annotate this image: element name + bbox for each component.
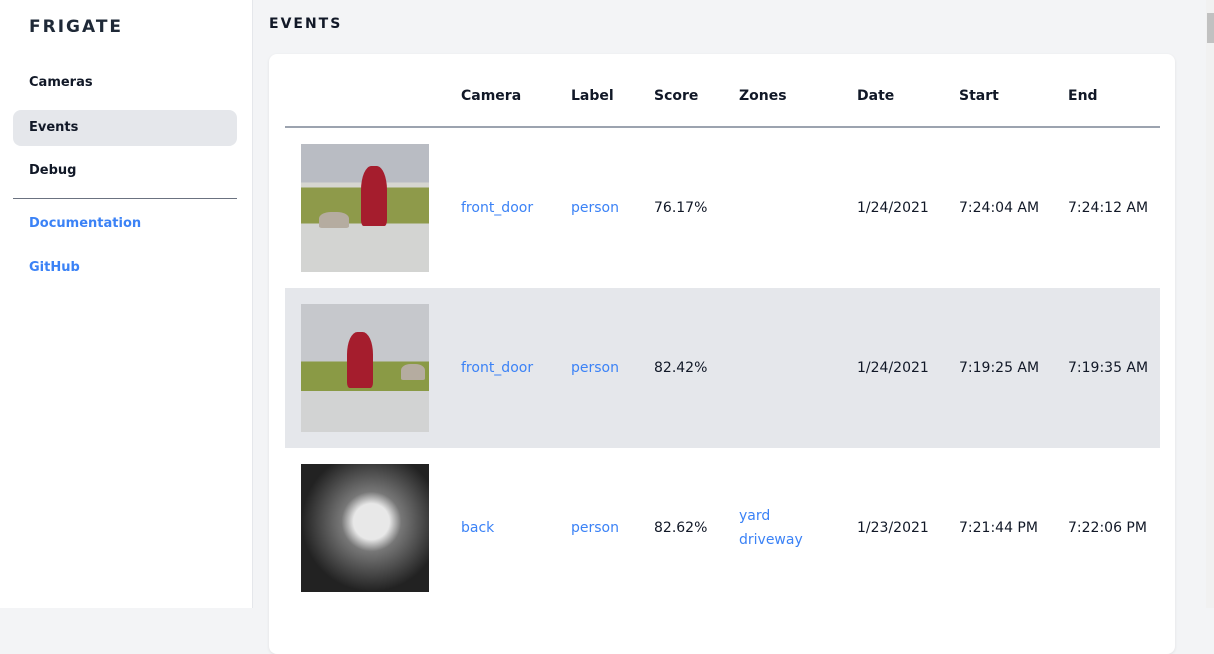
table-row[interactable]: front_door person 76.17% 1/24/2021 7:24:…	[285, 128, 1160, 288]
header-label: Label	[571, 88, 614, 104]
date: 1/23/2021	[857, 520, 929, 536]
event-thumbnail[interactable]	[301, 464, 429, 592]
page-title: EVENTS	[269, 16, 343, 32]
date: 1/24/2021	[857, 200, 929, 216]
sidebar-divider	[13, 198, 237, 199]
score: 76.17%	[654, 200, 708, 216]
end-time: 7:24:12 AM	[1068, 200, 1149, 216]
sidebar-item-debug[interactable]: Debug	[29, 163, 77, 178]
zone-link-driveway[interactable]: driveway	[739, 532, 803, 548]
header-end: End	[1068, 88, 1098, 104]
header-score: Score	[654, 88, 699, 104]
table-row[interactable]: back person 82.62% yard driveway 1/23/20…	[285, 448, 1160, 608]
label-link[interactable]: person	[571, 360, 619, 376]
table-row[interactable]: front_door person 82.42% 1/24/2021 7:19:…	[285, 288, 1160, 448]
link-github[interactable]: GitHub	[29, 260, 80, 275]
start-time: 7:19:25 AM	[959, 360, 1040, 376]
event-thumbnail[interactable]	[301, 304, 429, 432]
header-date: Date	[857, 88, 895, 104]
brand-logo[interactable]: FRIGATE	[29, 17, 124, 37]
end-time: 7:22:06 PM	[1068, 520, 1147, 536]
camera-link[interactable]: back	[461, 520, 495, 536]
link-documentation[interactable]: Documentation	[29, 216, 142, 231]
scrollbar-thumb[interactable]	[1207, 13, 1214, 43]
start-time: 7:21:44 PM	[959, 520, 1038, 536]
sidebar-item-events[interactable]: Events	[13, 110, 237, 146]
date: 1/24/2021	[857, 360, 929, 376]
zone-link-yard[interactable]: yard	[739, 508, 771, 524]
score: 82.62%	[654, 520, 708, 536]
header-divider	[285, 126, 1160, 128]
end-time: 7:19:35 AM	[1068, 360, 1149, 376]
header-zones: Zones	[739, 88, 787, 104]
label-link[interactable]: person	[571, 520, 619, 536]
sidebar-item-cameras[interactable]: Cameras	[29, 75, 93, 90]
header-camera: Camera	[461, 88, 522, 104]
sidebar: FRIGATE Cameras Events Debug Documentati…	[0, 0, 253, 608]
scrollbar[interactable]	[1206, 0, 1214, 608]
event-thumbnail[interactable]	[301, 144, 429, 272]
header-start: Start	[959, 88, 999, 104]
label-link[interactable]: person	[571, 200, 619, 216]
start-time: 7:24:04 AM	[959, 200, 1040, 216]
camera-link[interactable]: front_door	[461, 200, 534, 216]
score: 82.42%	[654, 360, 708, 376]
camera-link[interactable]: front_door	[461, 360, 534, 376]
